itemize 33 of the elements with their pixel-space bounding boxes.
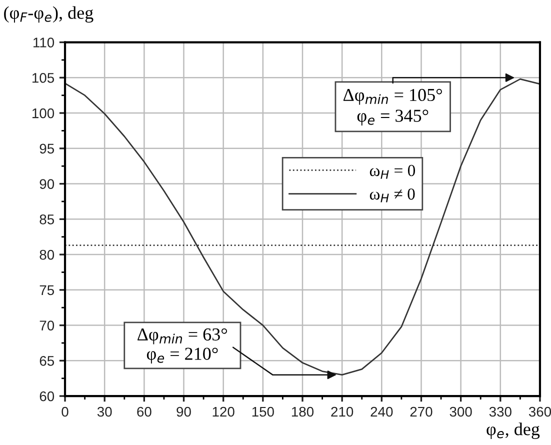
y-tick-label: 85: [40, 214, 54, 224]
y-tick-label: 60: [40, 391, 54, 402]
legend-label: ω$_{H}$ ≠ 0: [370, 188, 415, 202]
x-tick-label: 360: [528, 406, 551, 417]
x-tick-label: 240: [370, 406, 393, 417]
y-tick-label: 105: [32, 72, 54, 83]
y-tick-label: 65: [40, 356, 54, 366]
legend-label: ω$_{H}$ = 0: [370, 164, 416, 179]
y-tick-label: 100: [32, 108, 54, 118]
y-tick-label: 110: [34, 38, 54, 48]
y-tick-label: 95: [40, 144, 54, 154]
x-tick-label: 270: [410, 406, 432, 417]
annotation: φ$_{e}$ = 210°: [146, 348, 218, 364]
y-axis-title: (φ$_{F}$-φ$_{e}$), deg: [4, 6, 94, 23]
annotation: Δφ$_{min}$ = 63°: [138, 328, 227, 344]
y-tick-label: 90: [40, 179, 54, 189]
y-tick-label: 75: [40, 285, 54, 296]
y-tick-label: 70: [40, 320, 54, 330]
x-tick-label: 90: [176, 406, 191, 417]
annotation: φ$_{e}$ = 345°: [357, 110, 428, 126]
x-tick-label: 60: [137, 406, 152, 417]
x-tick-label: 180: [292, 406, 314, 417]
x-axis-title: φ$_{e}$, deg: [486, 422, 540, 440]
x-tick-label: 30: [97, 406, 112, 417]
x-tick-label: 0: [62, 406, 68, 417]
line-series: [65, 78, 540, 376]
y-tick-label: 80: [40, 250, 54, 260]
annotation: Δφ$_{min}$ = 105°: [343, 88, 442, 105]
x-tick-label: 150: [252, 406, 274, 417]
x-tick-label: 300: [450, 406, 472, 417]
x-tick-label: 210: [331, 406, 354, 417]
x-tick-label: 120: [212, 406, 234, 417]
x-tick-label: 330: [489, 406, 512, 417]
